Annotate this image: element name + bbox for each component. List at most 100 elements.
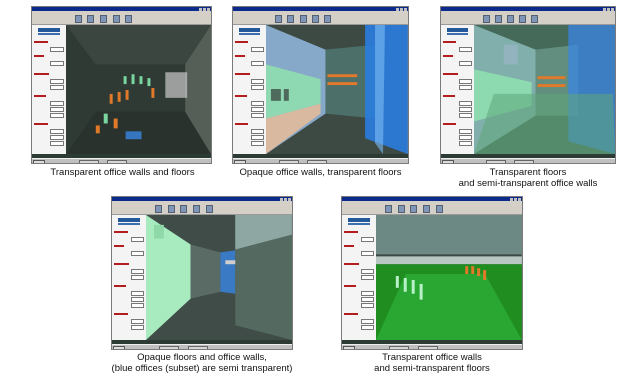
sidebar-field[interactable] [360,297,375,302]
toolbar-button[interactable] [100,15,108,23]
sidebar-field[interactable] [250,129,265,134]
toolbar-button[interactable] [482,15,490,23]
sidebar-field[interactable] [50,113,64,118]
taskbar-item[interactable] [107,159,128,163]
toolbar-button[interactable] [193,205,200,213]
sidebar-field[interactable] [250,107,265,112]
sidebar-field[interactable] [130,237,145,242]
sidebar-field[interactable] [130,275,145,280]
sidebar-field[interactable] [130,325,145,330]
sidebar-field[interactable] [360,291,375,296]
taskbar-item[interactable] [187,345,208,349]
taskbar-item[interactable] [514,159,535,163]
sidebar-field[interactable] [458,61,473,66]
sidebar-field[interactable] [130,319,145,324]
start-button-icon[interactable] [442,159,454,163]
toolbar-button[interactable] [410,205,418,213]
sidebar-field[interactable] [50,101,64,106]
toolbar-button[interactable] [180,205,188,213]
3d-view[interactable] [146,215,292,340]
toolbar-button[interactable] [205,205,213,213]
sidebar-field[interactable] [360,303,375,308]
start-button-icon[interactable] [33,159,45,163]
toolbar-button[interactable] [112,15,120,23]
sidebar-field[interactable] [250,47,265,52]
window-minimize-icon[interactable] [510,197,513,201]
toolbar-button[interactable] [155,205,163,213]
sidebar-field[interactable] [130,291,145,296]
toolbar-button[interactable] [299,15,307,23]
toolbar-button[interactable] [531,15,539,23]
sidebar-field[interactable] [360,237,375,242]
toolbar-button[interactable] [507,15,515,23]
window-close-icon[interactable] [404,7,407,11]
window-minimize-icon[interactable] [396,7,399,11]
window-close-icon[interactable] [288,197,291,201]
toolbar-button[interactable] [519,15,527,23]
start-button-icon[interactable] [113,345,125,349]
sidebar-field[interactable] [360,269,375,274]
toolbar-button[interactable] [494,15,502,23]
sidebar-field[interactable] [50,107,64,112]
sidebar-field[interactable] [50,61,64,66]
3d-view[interactable] [66,25,211,154]
sidebar-field[interactable] [50,85,64,90]
sidebar-field[interactable] [250,85,265,90]
toolbar-button[interactable] [385,205,393,213]
window-maximize-icon[interactable] [203,7,206,11]
sidebar-field[interactable] [360,325,375,330]
sidebar-field[interactable] [50,79,64,84]
toolbar-button[interactable] [324,15,331,23]
sidebar-field[interactable] [458,129,473,134]
window-close-icon[interactable] [518,197,521,201]
window-minimize-icon[interactable] [603,7,606,11]
sidebar-field[interactable] [250,61,265,66]
start-button-icon[interactable] [234,159,246,163]
taskbar-item[interactable] [306,159,327,163]
sidebar-field[interactable] [458,113,473,118]
toolbar-button[interactable] [74,15,82,23]
toolbar-button[interactable] [275,15,282,23]
sidebar-field[interactable] [250,79,265,84]
sidebar-field[interactable] [458,47,473,52]
window-maximize-icon[interactable] [514,197,517,201]
sidebar-field[interactable] [360,251,375,256]
taskbar-item[interactable] [486,159,507,163]
sidebar-field[interactable] [130,303,145,308]
sidebar-field[interactable] [50,47,64,52]
sidebar-field[interactable] [130,269,145,274]
sidebar-field[interactable] [360,319,375,324]
toolbar-button[interactable] [125,15,133,23]
3d-view[interactable] [376,215,522,340]
toolbar-button[interactable] [87,15,95,23]
window-close-icon[interactable] [611,7,614,11]
toolbar-button[interactable] [311,15,319,23]
taskbar-item[interactable] [158,345,179,349]
window-maximize-icon[interactable] [284,197,287,201]
sidebar-field[interactable] [250,135,265,140]
sidebar-field[interactable] [360,275,375,280]
start-button-icon[interactable] [343,345,355,349]
window-minimize-icon[interactable] [199,7,202,11]
3d-view[interactable] [266,25,408,154]
sidebar-field[interactable] [130,251,145,256]
taskbar-item[interactable] [278,159,299,163]
sidebar-field[interactable] [50,129,64,134]
sidebar-field[interactable] [458,135,473,140]
sidebar-field[interactable] [130,297,145,302]
toolbar-button[interactable] [397,205,405,213]
sidebar-field[interactable] [458,107,473,112]
3d-view[interactable] [474,25,615,154]
sidebar-field[interactable] [458,85,473,90]
toolbar-button[interactable] [287,15,295,23]
window-maximize-icon[interactable] [607,7,610,11]
toolbar-button[interactable] [435,205,443,213]
taskbar-item[interactable] [78,159,99,163]
toolbar-button[interactable] [167,205,175,213]
window-close-icon[interactable] [207,7,210,11]
toolbar-button[interactable] [423,205,430,213]
sidebar-field[interactable] [250,113,265,118]
taskbar-item[interactable] [417,345,438,349]
sidebar-field[interactable] [250,141,265,146]
sidebar-field[interactable] [50,135,64,140]
